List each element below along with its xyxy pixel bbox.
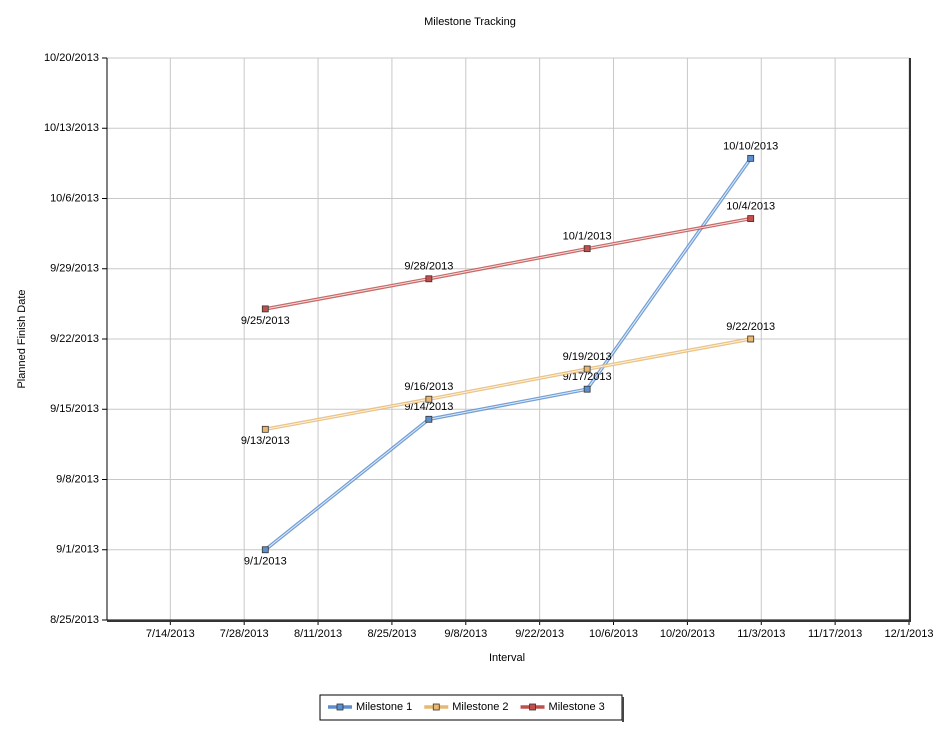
series-line-core — [265, 338, 751, 430]
legend-label: Milestone 1 — [356, 701, 412, 713]
marker — [261, 546, 269, 554]
data-label: 9/19/2013 — [563, 351, 612, 363]
x-tick-label: 9/8/2013 — [444, 628, 487, 640]
data-label: 9/28/2013 — [404, 261, 453, 273]
marker — [261, 425, 269, 433]
x-tick-label: 7/14/2013 — [146, 628, 195, 640]
marker — [583, 385, 591, 393]
marker — [261, 305, 269, 313]
data-label: 10/4/2013 — [726, 200, 775, 212]
legend-label: Milestone 3 — [549, 701, 605, 713]
marker — [747, 335, 755, 343]
y-tick-label: 9/29/2013 — [50, 263, 99, 275]
y-tick-label: 9/8/2013 — [56, 473, 99, 485]
x-tick-label: 10/6/2013 — [589, 628, 638, 640]
marker — [425, 415, 433, 423]
marker — [425, 395, 433, 403]
y-tick-label: 10/20/2013 — [44, 52, 99, 64]
x-tick-label: 7/28/2013 — [220, 628, 269, 640]
x-tick-label: 9/22/2013 — [515, 628, 564, 640]
marker — [747, 215, 755, 222]
x-tick-label: 11/17/2013 — [808, 628, 862, 640]
legend-shadow — [622, 697, 624, 722]
x-tick-label: 10/20/2013 — [660, 628, 715, 640]
marker — [747, 154, 755, 162]
series-line-core — [265, 218, 751, 310]
marker — [583, 245, 591, 253]
series-line-core — [264, 158, 752, 551]
x-tick-label: 11/3/2013 — [737, 628, 785, 640]
legend-marker — [336, 703, 344, 711]
data-label: 9/25/2013 — [241, 315, 290, 327]
y-axis-label: Planned Finish Date — [16, 289, 28, 388]
data-label: 9/14/2013 — [404, 401, 453, 413]
legend-label: Milestone 2 — [452, 701, 508, 713]
legend-marker — [432, 703, 440, 711]
chart-title: Milestone Tracking — [424, 16, 516, 28]
x-tick-label: 8/25/2013 — [367, 628, 416, 640]
x-tick-label: 8/11/2013 — [294, 628, 342, 640]
y-tick-label: 9/15/2013 — [50, 403, 99, 415]
data-label: 9/16/2013 — [404, 381, 453, 393]
y-tick-label: 10/6/2013 — [50, 192, 99, 204]
data-label: 9/17/2013 — [563, 371, 612, 383]
legend — [319, 694, 623, 721]
x-axis-label: Interval — [489, 652, 525, 664]
y-tick-label: 8/25/2013 — [50, 614, 99, 626]
marker — [425, 275, 433, 283]
x-tick-label: 12/1/2013 — [885, 628, 934, 640]
legend-marker — [529, 703, 536, 711]
data-label: 9/22/2013 — [726, 321, 775, 333]
data-label: 9/13/2013 — [241, 435, 290, 447]
marker — [583, 365, 591, 373]
data-label: 10/10/2013 — [723, 140, 778, 152]
y-tick-label: 10/13/2013 — [44, 122, 99, 134]
data-label: 10/1/2013 — [563, 231, 612, 243]
y-tick-label: 9/1/2013 — [56, 544, 99, 556]
data-label: 9/1/2013 — [244, 556, 287, 568]
y-tick-label: 9/22/2013 — [50, 333, 99, 345]
